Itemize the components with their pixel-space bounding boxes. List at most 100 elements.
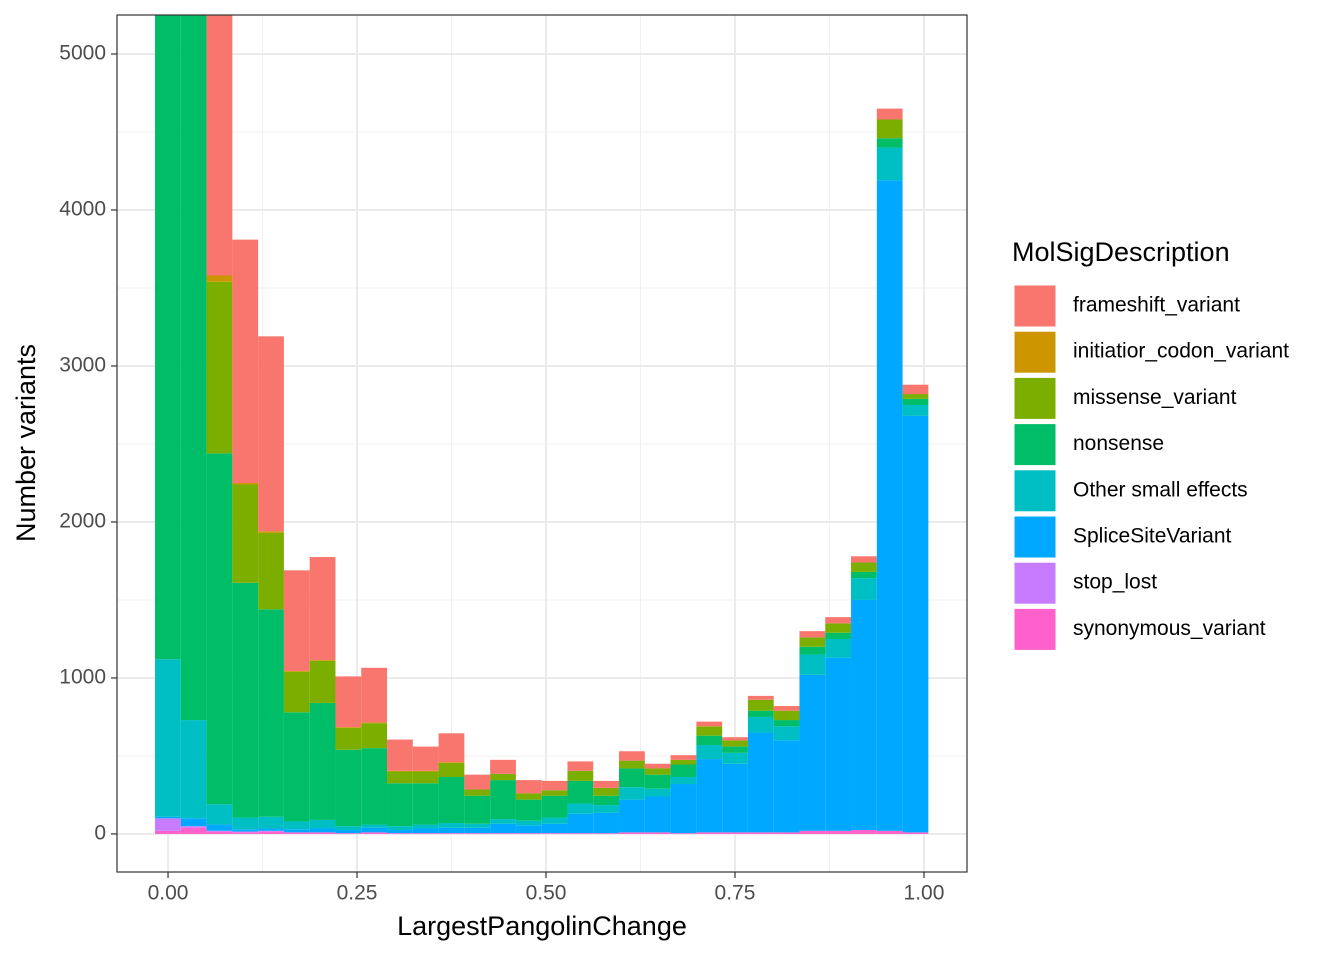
bar-segment bbox=[464, 774, 491, 790]
bar-segment bbox=[335, 830, 362, 834]
bar-segment bbox=[155, 830, 181, 834]
bar-segment bbox=[283, 570, 310, 671]
bar-segment bbox=[851, 571, 877, 579]
bar-segment bbox=[412, 746, 439, 771]
bar-segment bbox=[309, 660, 336, 703]
bar-segment bbox=[541, 823, 568, 834]
bar-segment bbox=[232, 817, 259, 830]
x-tick-label: 0.00 bbox=[148, 882, 189, 905]
bar-segment bbox=[464, 823, 491, 828]
bar-segment bbox=[773, 726, 800, 741]
bar-segment bbox=[283, 670, 310, 672]
bar-segment bbox=[412, 783, 439, 825]
bar-segment bbox=[206, 453, 233, 805]
bar-segment bbox=[567, 761, 594, 771]
bar-segment bbox=[593, 805, 620, 813]
legend-label: Other small effects bbox=[1073, 478, 1248, 501]
bar-segment bbox=[541, 790, 568, 796]
bar-segment bbox=[490, 759, 516, 774]
bar-segment bbox=[515, 825, 542, 834]
bar-segment bbox=[206, 281, 233, 454]
bar-segment bbox=[464, 827, 491, 834]
bar-segment bbox=[515, 799, 542, 821]
bar-segment bbox=[335, 727, 362, 728]
bar-segment bbox=[902, 832, 929, 834]
bar-segment bbox=[619, 751, 645, 761]
bar-segment bbox=[773, 720, 800, 727]
bar-segment bbox=[851, 556, 877, 563]
bar-segment bbox=[644, 796, 671, 833]
bar-segment bbox=[722, 752, 748, 764]
bar-segment bbox=[361, 832, 388, 834]
bar-segment bbox=[206, 275, 233, 282]
bars bbox=[155, 15, 929, 834]
bar-segment bbox=[902, 398, 929, 405]
bar-segment bbox=[593, 812, 620, 834]
bar-segment bbox=[232, 239, 259, 483]
bar-segment bbox=[387, 833, 413, 834]
bar-segment bbox=[438, 823, 465, 828]
bar-segment bbox=[747, 699, 774, 711]
bar-segment bbox=[670, 833, 697, 834]
bar-segment bbox=[309, 557, 336, 661]
bar-segment bbox=[773, 832, 800, 834]
bar-segment bbox=[438, 733, 465, 763]
bar-segment bbox=[438, 833, 465, 834]
bar-segment bbox=[387, 783, 413, 827]
bar-segment bbox=[644, 774, 671, 789]
bar-segment bbox=[155, 15, 181, 660]
bar-segment bbox=[593, 787, 620, 796]
bar-segment bbox=[258, 831, 284, 834]
bar-segment bbox=[412, 770, 439, 772]
bar-segment bbox=[902, 404, 929, 416]
bar-segment bbox=[851, 599, 877, 831]
bar-segment bbox=[335, 826, 362, 831]
bar-segment bbox=[490, 773, 516, 781]
bar-segment bbox=[619, 832, 645, 834]
x-tick-label: 0.25 bbox=[337, 882, 378, 905]
bar-segment bbox=[876, 830, 903, 834]
bar-segment bbox=[206, 15, 233, 276]
bar-segment bbox=[876, 138, 903, 148]
bar-segment bbox=[387, 826, 413, 831]
bar-segment bbox=[387, 739, 413, 771]
bar-segment bbox=[825, 617, 852, 624]
bar-segment bbox=[593, 795, 620, 806]
legend-key bbox=[1013, 607, 1057, 651]
bar-segment bbox=[799, 637, 826, 647]
bar-segment bbox=[876, 180, 903, 831]
bar-segment bbox=[283, 671, 310, 713]
bar-segment bbox=[309, 819, 336, 829]
bar-segment bbox=[232, 582, 259, 818]
bar-segment bbox=[773, 706, 800, 711]
bar-segment bbox=[670, 777, 697, 785]
bar-segment bbox=[619, 799, 645, 833]
bar-segment bbox=[644, 763, 671, 769]
bar-segment bbox=[876, 147, 903, 181]
y-axis-title: Number variants bbox=[11, 344, 41, 542]
bar-segment bbox=[696, 759, 723, 833]
bar-segment bbox=[180, 818, 207, 827]
bar-segment bbox=[747, 695, 774, 700]
bar-segment bbox=[180, 827, 207, 834]
bar-segment bbox=[567, 813, 594, 834]
bar-segment bbox=[232, 829, 259, 832]
bar-segment bbox=[851, 578, 877, 600]
bar-segment bbox=[490, 819, 516, 824]
bar-segment bbox=[825, 623, 852, 633]
legend-key bbox=[1013, 330, 1057, 374]
bar-segment bbox=[309, 828, 336, 833]
bar-segment bbox=[876, 119, 903, 139]
legend-key bbox=[1013, 376, 1057, 420]
bar-segment bbox=[825, 638, 852, 658]
bar-segment bbox=[283, 832, 310, 834]
bar-segment bbox=[825, 632, 852, 639]
bar-segment bbox=[670, 784, 697, 834]
bar-segment bbox=[258, 531, 284, 533]
bar-segment bbox=[206, 831, 233, 834]
bar-segment bbox=[567, 803, 594, 814]
bar-segment bbox=[206, 804, 233, 825]
bar-segment bbox=[541, 780, 568, 791]
bar-segment bbox=[490, 833, 516, 834]
bar-segment bbox=[361, 824, 388, 828]
